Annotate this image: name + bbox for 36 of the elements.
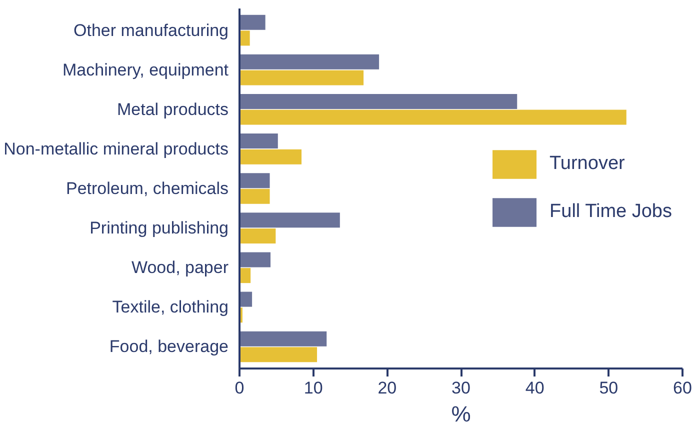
bar	[240, 268, 251, 284]
bar	[240, 331, 327, 346]
bar	[240, 212, 340, 228]
bar	[240, 54, 380, 70]
y-tick-label: Petroleum, chemicals	[66, 179, 229, 198]
bar	[240, 173, 270, 188]
bar	[240, 292, 252, 307]
x-tick-label: 0	[234, 378, 244, 398]
x-tick-label: 60	[673, 378, 692, 398]
bar	[240, 30, 250, 46]
bar	[240, 14, 266, 30]
y-tick-label: Machinery, equipment	[62, 60, 229, 80]
bar	[240, 110, 626, 125]
x-tick-label: 40	[525, 378, 544, 398]
y-tick-label: Textile, clothing	[112, 298, 229, 317]
bar	[240, 134, 278, 149]
y-tick-label: Other manufacturing	[74, 20, 228, 40]
x-axis-title: %	[451, 402, 471, 426]
legend-label: Full Time Jobs	[550, 201, 672, 223]
bar	[240, 347, 318, 362]
y-tick-label: Non-metallic mineral products	[4, 139, 229, 158]
y-tick-label: Metal products	[117, 100, 229, 119]
y-tick-label: Wood, paper	[131, 258, 229, 278]
bar	[240, 252, 271, 268]
y-tick-label: Food, beverage	[109, 337, 229, 356]
bar	[240, 188, 270, 204]
bar	[240, 149, 302, 164]
legend-label: Turnover	[550, 153, 625, 175]
bar	[240, 228, 276, 244]
x-tick-label: 10	[304, 378, 323, 398]
x-tick-label: 30	[452, 378, 470, 398]
bar	[240, 94, 518, 109]
y-tick-label: Printing publishing	[90, 218, 228, 238]
x-tick-label: 20	[378, 378, 397, 398]
bar	[240, 70, 364, 86]
x-tick-label: 50	[599, 378, 618, 398]
